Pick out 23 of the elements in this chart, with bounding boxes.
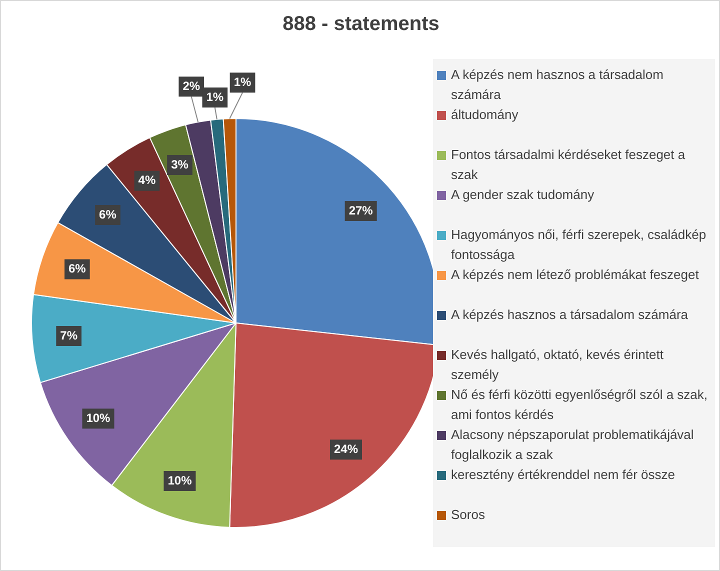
legend-label: A gender szak tudomány [451, 186, 594, 204]
legend-label: Nő és férfi közötti egyenlőségről szól a szak, ami fontos kérdés [451, 386, 709, 424]
legend-label: Fontos társadalmi kérdéseket feszeget a szak [451, 146, 686, 184]
data-label: 10% [168, 473, 192, 488]
legend-label: Soros [451, 506, 485, 524]
legend-label: Hagyományos női, férfi szerepek, családkép fontossága [451, 226, 708, 264]
data-label: 2% [182, 78, 200, 93]
data-label: 24% [334, 442, 358, 456]
data-label: 7% [60, 328, 78, 342]
data-label: 10% [86, 410, 111, 425]
data-label: 27% [348, 203, 374, 218]
data-label: 4% [138, 173, 156, 188]
data-label: 6% [99, 207, 117, 222]
legend-label: áltudomány [451, 106, 518, 124]
data-label: 6% [68, 262, 86, 276]
legend-label: Kevés hallgató, oktató, kevés érintett személy [451, 346, 664, 384]
data-label: 1% [234, 74, 252, 89]
data-label: 1% [206, 90, 224, 104]
legend-label: A képzés hasznos a társadalom számára [451, 306, 688, 324]
legend-label: A képzés nem létező problémákat feszeget [451, 266, 699, 284]
chart-title: 888 - statements [282, 13, 440, 36]
data-label: 3% [171, 157, 189, 172]
legend-label: keresztény értékrenddel nem fér össze [451, 466, 675, 484]
